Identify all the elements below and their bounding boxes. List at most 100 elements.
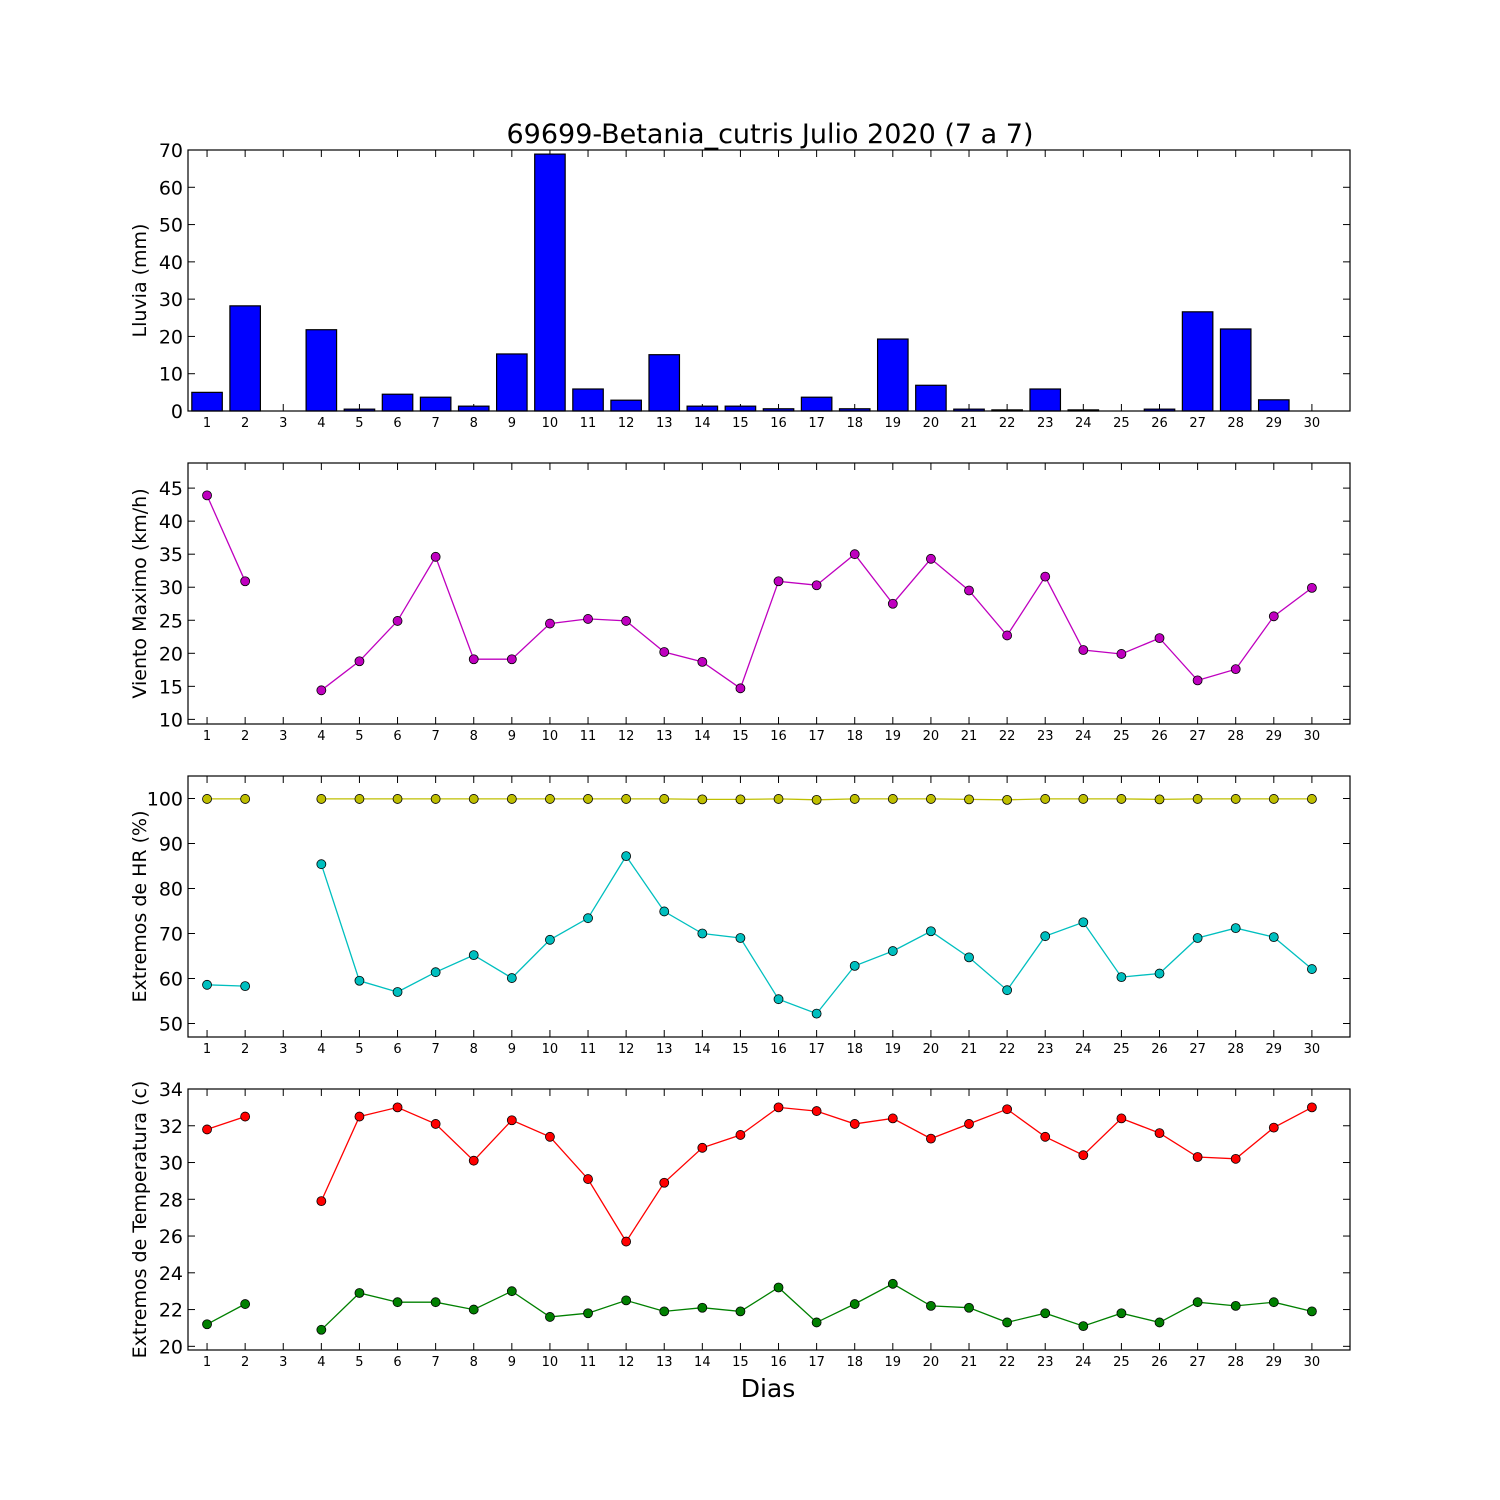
temperature-xtick-label: 17 <box>808 1355 825 1370</box>
humidity-xtick-label: 20 <box>923 1042 940 1057</box>
rain-xtick-label: 17 <box>808 416 825 431</box>
humidity-series-1-point <box>621 851 632 861</box>
temperature-xtick-label: 18 <box>846 1355 863 1370</box>
temperature-xtick-label: 6 <box>393 1355 401 1370</box>
humidity-series-1-point <box>545 934 555 945</box>
humidity-series-0-point <box>1192 794 1203 804</box>
humidity-series-1-point <box>659 906 670 917</box>
rain-bar <box>724 405 757 412</box>
temperature-xtick-label: 19 <box>885 1355 902 1370</box>
wind-xtick-label: 16 <box>770 729 787 744</box>
humidity-series-0-point <box>621 794 632 804</box>
temperature-series-1-point <box>506 1286 517 1297</box>
humidity-series-0-point <box>964 794 974 805</box>
wind-xtick-label: 21 <box>961 729 978 744</box>
temperature-series-1-point <box>1307 1306 1317 1317</box>
wind-xtick-label: 7 <box>431 729 439 744</box>
rain-bar <box>915 384 947 412</box>
temperature-axes-frame <box>187 1088 1351 1351</box>
humidity-series-0-point <box>1078 794 1089 804</box>
temperature-xtick-label: 8 <box>470 1355 478 1370</box>
humidity-series-1-point <box>1307 964 1317 974</box>
rain-xtick-label: 28 <box>1227 416 1244 431</box>
temperature-series-1-point <box>354 1288 365 1298</box>
wind-series-0-point <box>1192 675 1203 686</box>
temperature-y-axis-label: Extremos de Temperatura (c) <box>129 1081 151 1359</box>
humidity-series-1-point <box>430 967 441 978</box>
wind-xtick-label: 5 <box>355 729 363 744</box>
humidity-xtick-label: 26 <box>1151 1042 1168 1057</box>
temperature-xtick-label: 5 <box>355 1355 363 1370</box>
humidity-ytick-label: 80 <box>159 879 183 901</box>
rain-xtick-label: 23 <box>1037 416 1054 431</box>
humidity-series-0-point <box>926 794 936 804</box>
rain-bar <box>419 396 452 412</box>
wind-xtick-label: 3 <box>279 729 287 744</box>
wind-xtick-label: 18 <box>846 729 863 744</box>
wind-xtick-label: 8 <box>470 729 478 744</box>
temperature-ytick-label: 24 <box>159 1263 183 1285</box>
humidity-xtick-label: 7 <box>431 1042 439 1057</box>
temperature-series-0-point <box>1002 1104 1013 1115</box>
humidity-xtick-label: 16 <box>770 1042 787 1057</box>
temperature-xtick-label: 26 <box>1151 1355 1168 1370</box>
humidity-series-0-point <box>1154 794 1165 805</box>
rain-xtick-label: 8 <box>470 416 478 431</box>
humidity-series-0-point <box>849 794 860 804</box>
wind-xtick-label: 20 <box>923 729 940 744</box>
humidity-series-0-point <box>316 794 327 804</box>
rain-bar <box>1181 311 1214 412</box>
temperature-xtick-label: 14 <box>694 1355 711 1370</box>
temperature-series-1-point <box>430 1297 441 1308</box>
wind-xtick-label: 30 <box>1304 729 1321 744</box>
temperature-series-0-point <box>1192 1152 1203 1162</box>
rain-xtick-label: 5 <box>355 416 363 431</box>
temperature-xtick-label: 28 <box>1227 1355 1244 1370</box>
humidity-series-1-point <box>1002 985 1013 996</box>
temperature-ytick-label: 26 <box>159 1226 183 1248</box>
rain-xtick-label: 3 <box>279 416 287 431</box>
temperature-series-0-point <box>621 1236 632 1247</box>
humidity-xtick-label: 6 <box>393 1042 401 1057</box>
temperature-series-0-point <box>202 1124 212 1135</box>
humidity-series-1-point <box>354 975 365 986</box>
temperature-series-0-point <box>583 1174 593 1184</box>
humidity-series-1-line <box>206 984 246 987</box>
wind-series-0-point <box>887 598 898 609</box>
rain-xtick-label: 29 <box>1266 416 1283 431</box>
humidity-series-1-point <box>697 928 708 939</box>
humidity-series-1-point <box>849 961 860 971</box>
wind-xtick-label: 28 <box>1227 729 1244 744</box>
temperature-series-1-point <box>773 1282 784 1293</box>
wind-series-0-point <box>430 551 441 562</box>
temperature-xtick-label: 29 <box>1266 1355 1283 1370</box>
humidity-series-0-point <box>887 794 898 804</box>
temperature-ytick-label: 28 <box>159 1189 183 1211</box>
humidity-series-1-point <box>1230 923 1241 933</box>
wind-series-0-point <box>240 576 251 587</box>
rain-xtick-label: 25 <box>1113 416 1130 431</box>
temperature-series-0-point <box>1040 1131 1051 1142</box>
humidity-series-1-point <box>887 946 898 956</box>
humidity-series-1-point <box>1040 931 1051 942</box>
humidity-xtick-label: 28 <box>1227 1042 1244 1057</box>
humidity-series-0-point <box>811 794 822 805</box>
humidity-series-1-point <box>506 973 517 983</box>
wind-series-0-point <box>773 576 784 587</box>
temperature-xtick-label: 9 <box>508 1355 516 1370</box>
wind-xtick-label: 17 <box>808 729 825 744</box>
temperature-series-0-line <box>206 1115 246 1131</box>
temperature-series-1-point <box>964 1302 974 1313</box>
humidity-series-1-point <box>811 1008 822 1019</box>
wind-series-0-point <box>1078 645 1089 655</box>
humidity-xtick-label: 1 <box>203 1042 211 1057</box>
wind-series-0-line <box>206 495 246 582</box>
humidity-series-1-point <box>240 981 251 992</box>
humidity-xtick-label: 14 <box>694 1042 711 1057</box>
temperature-xtick-label: 11 <box>580 1355 597 1370</box>
wind-ytick-label: 40 <box>159 511 183 533</box>
rain-bar <box>1219 328 1252 412</box>
wind-series-0-point <box>1002 630 1013 641</box>
